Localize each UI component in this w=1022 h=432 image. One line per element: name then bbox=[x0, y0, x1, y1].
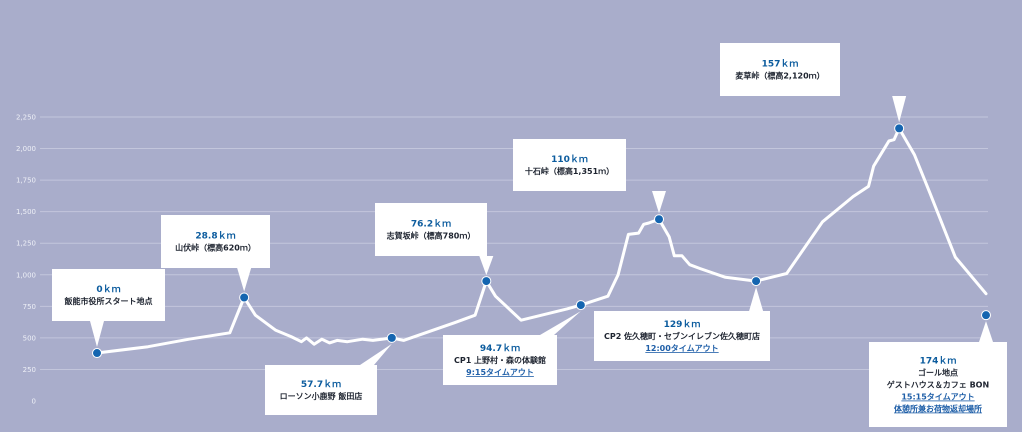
callout-pointer bbox=[90, 321, 104, 348]
y-axis-ticks: 2,250 2,000 1,750 1,500 1,250 1,000 750 500 250 0 bbox=[16, 114, 36, 406]
callout-pointer bbox=[479, 256, 494, 276]
callout-link[interactable]: 体憩所兼お荷物返却場所 bbox=[894, 404, 982, 414]
callout-label: 十石峠（標高1,351ｍ） bbox=[525, 166, 614, 176]
callout-label: 麦草峠（標高2,120ｍ） bbox=[735, 71, 824, 81]
checkpoint-marker bbox=[981, 310, 991, 321]
y-tick-label: 1,750 bbox=[16, 177, 36, 185]
callout-pointer bbox=[237, 268, 252, 292]
callout-label: 志賀坂峠（標高780ｍ） bbox=[387, 231, 476, 241]
callout-background bbox=[720, 43, 840, 96]
callout-distance: 57.7ｋｍ bbox=[301, 379, 341, 390]
callout-distance: 157ｋｍ bbox=[762, 59, 799, 70]
callout-label: 飯能市役所スタート地点 bbox=[64, 296, 153, 306]
y-tick-label: 250 bbox=[23, 366, 36, 374]
callout-pointer bbox=[892, 96, 907, 123]
callout-distance: 28.8ｋｍ bbox=[195, 231, 235, 242]
callout-label: CP1 上野村・森の体験館 bbox=[454, 355, 546, 365]
checkpoint-marker bbox=[575, 300, 586, 311]
callout-link[interactable]: 12:00タイムアウト bbox=[645, 343, 718, 353]
callout-distance: 76.2ｋｍ bbox=[411, 219, 451, 230]
checkpoint-marker bbox=[654, 214, 665, 225]
y-tick-label: 1,500 bbox=[16, 208, 36, 216]
checkpoint-marker bbox=[239, 292, 250, 303]
elevation-series bbox=[95, 126, 988, 355]
callout-background bbox=[443, 335, 557, 385]
checkpoint-marker bbox=[894, 123, 905, 134]
callout-pointer bbox=[652, 191, 667, 214]
checkpoint-marker bbox=[92, 348, 102, 359]
callout-label: 山伏峠（標高620ｍ） bbox=[175, 243, 256, 253]
callout-pointer bbox=[979, 321, 993, 342]
callout-link[interactable]: 9:15タイムアウト bbox=[466, 367, 534, 377]
callout-label: ローソン小鹿野 飯田店 bbox=[280, 391, 363, 401]
callout-distance: 0ｋｍ bbox=[96, 284, 120, 295]
callout-background bbox=[265, 365, 377, 415]
callout-distance: 129ｋｍ bbox=[664, 319, 701, 330]
callout-link[interactable]: 15:15タイムアウト bbox=[901, 392, 974, 402]
callout-label: CP2 佐久穂町・セブンイレブン佐久穂町店 bbox=[604, 331, 760, 341]
callout-label: ゴール地点 bbox=[918, 368, 958, 378]
y-tick-label: 2,250 bbox=[16, 114, 36, 122]
checkpoint-markers bbox=[92, 123, 991, 359]
y-tick-label: 500 bbox=[23, 334, 36, 342]
y-tick-label: 0 bbox=[32, 398, 36, 406]
checkpoint-marker bbox=[751, 276, 762, 287]
callout-background bbox=[52, 269, 165, 321]
callout-pointer bbox=[540, 311, 581, 335]
checkpoint-marker bbox=[481, 276, 492, 287]
y-tick-label: 1,250 bbox=[16, 240, 36, 248]
callout-background bbox=[869, 342, 1007, 427]
y-tick-label: 2,000 bbox=[16, 145, 36, 153]
callout-distance: 94.7ｋｍ bbox=[480, 343, 520, 354]
callout-background bbox=[513, 139, 626, 191]
callouts: 0ｋｍ飯能市役所スタート地点28.8ｋｍ山伏峠（標高620ｍ）57.7ｋｍローソ… bbox=[52, 43, 1007, 427]
checkpoint-marker bbox=[386, 332, 397, 343]
callout-label: ゲストハウス＆カフェ BON bbox=[887, 380, 989, 390]
y-tick-label: 1,000 bbox=[16, 271, 36, 279]
y-tick-label: 750 bbox=[23, 303, 36, 311]
elevation-line bbox=[95, 126, 988, 355]
callout-pointer bbox=[360, 343, 392, 365]
callout-distance: 174ｋｍ bbox=[920, 356, 957, 367]
callout-background bbox=[161, 215, 270, 268]
callout-distance: 110ｋｍ bbox=[551, 154, 588, 165]
callout-background bbox=[594, 311, 770, 361]
callout-background bbox=[375, 203, 487, 256]
callout-pointer bbox=[749, 287, 764, 311]
